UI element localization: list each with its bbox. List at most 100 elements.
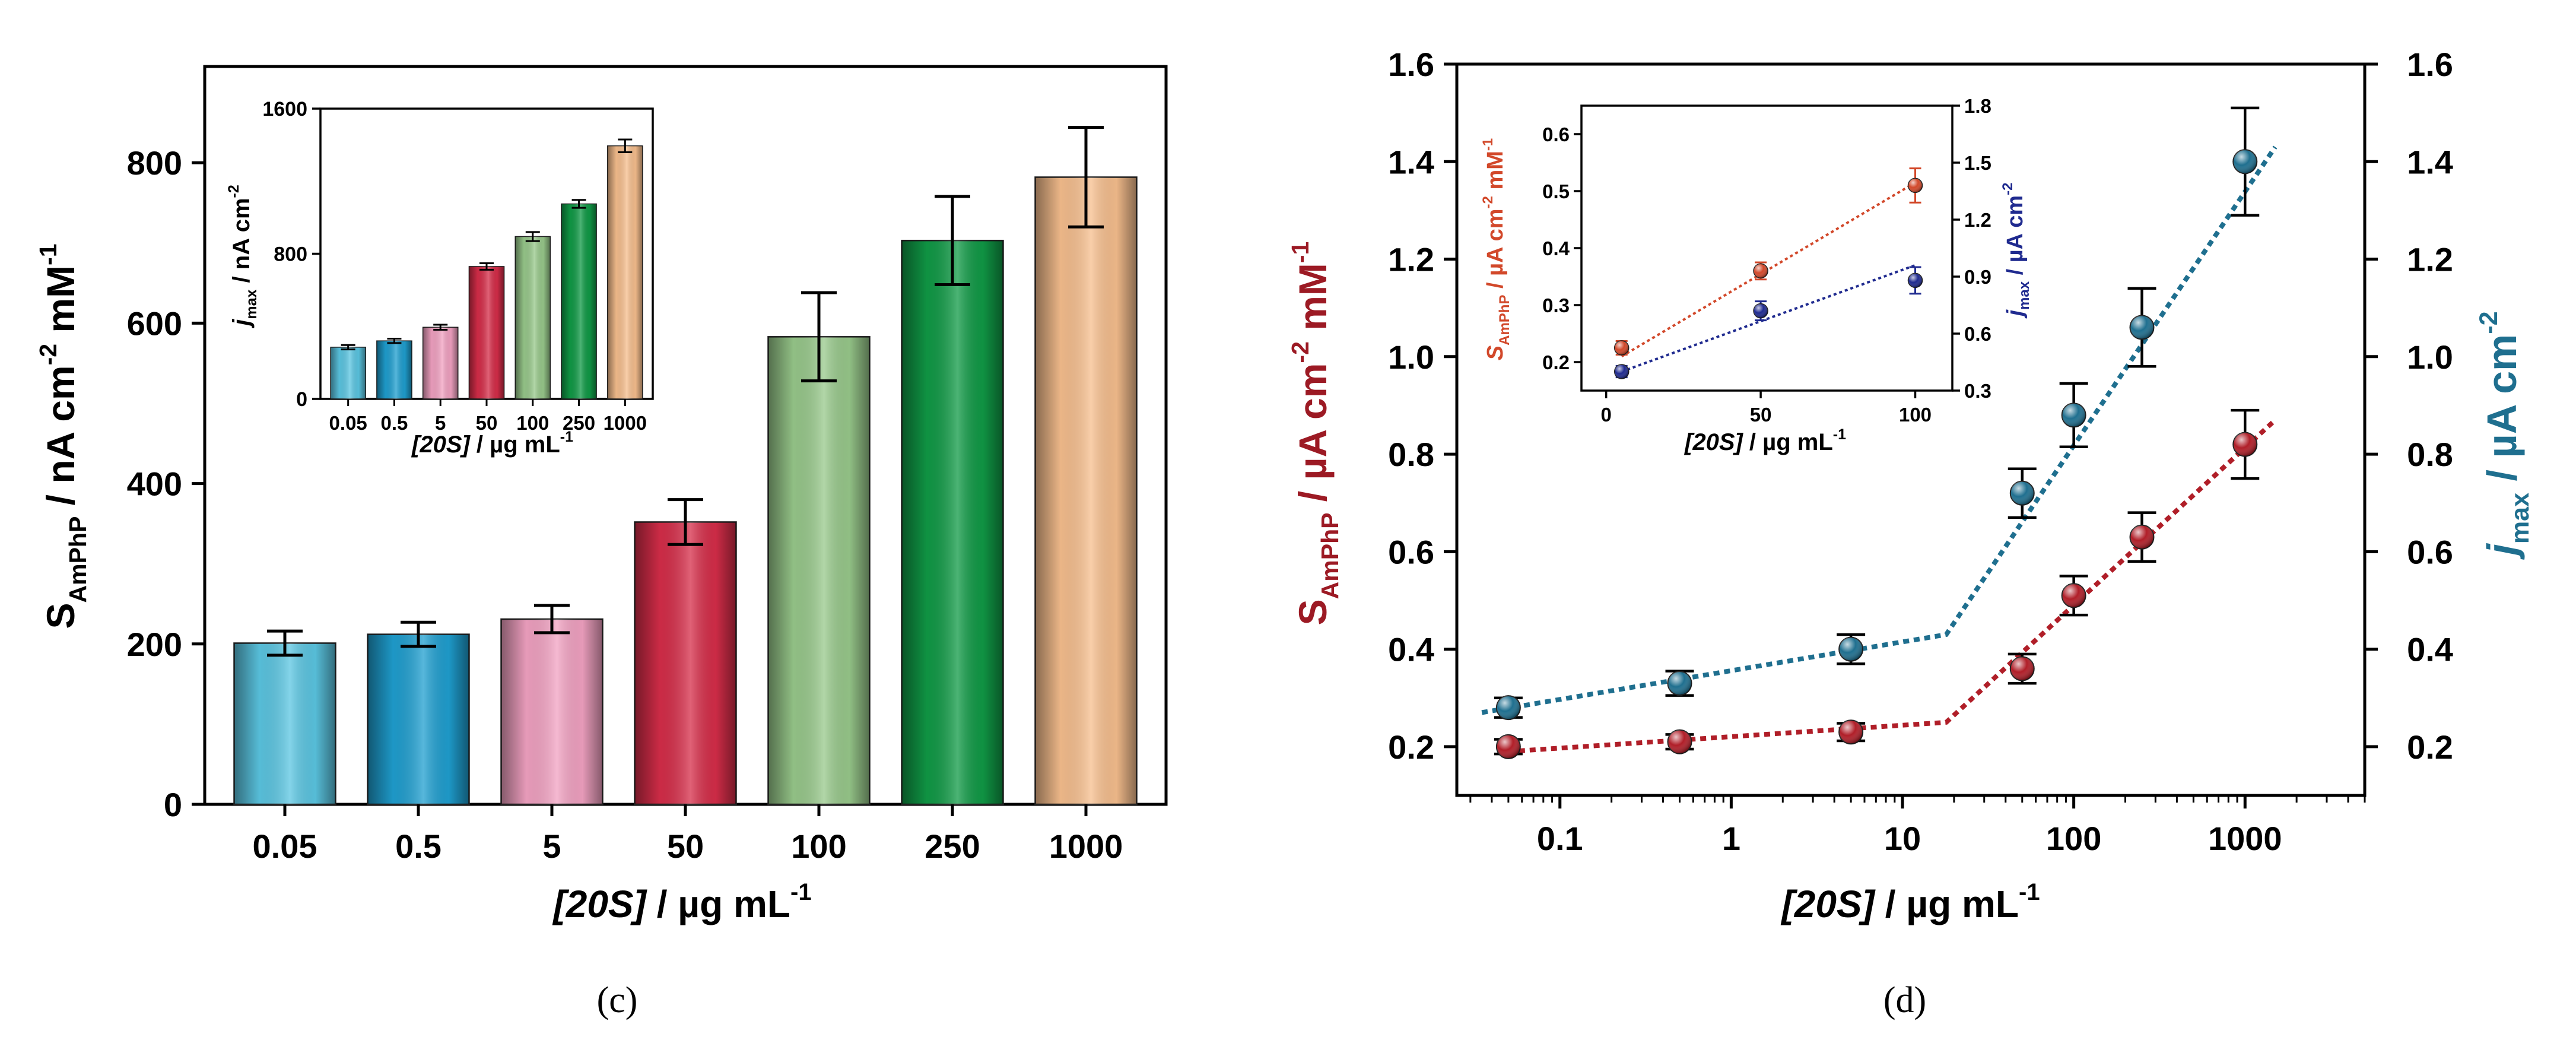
c-main-ytick-label: 600 (127, 305, 182, 342)
label-part: -1 (1480, 138, 1496, 151)
d-main-point-shade (2010, 657, 2034, 681)
d-inset-point-shade (1614, 364, 1629, 379)
c-inset-xtick-label: 1000 (603, 412, 647, 434)
c-main-xtick-label: 1000 (1049, 827, 1123, 865)
c-inset-bar-shade (423, 327, 458, 399)
d-main-plot-area: 0.2 0.2 0.4 0.4 0.6 0.6 0.8 0.8 1.0 1.0 1.2 1.2 1.4 1… (1287, 46, 2534, 925)
label-part: / µA cm (2003, 195, 2028, 281)
label-part: j (228, 319, 255, 329)
c-inset-xtick-label: 5 (435, 412, 446, 434)
c-inset-ytick-label: 0 (296, 388, 307, 411)
c-inset-plot-area: 0 800 1600 0.05 0.5 5 50 100 250 1000 [20S] / µg m… (225, 98, 654, 458)
label-part: -2 (225, 185, 242, 198)
d-inset-plot-area: 0.2 0.3 0.4 0.5 0.6 0.3 0.6 0.9 1.2 1.5 1.8 0 50 100 [… (1480, 95, 2032, 455)
d-main-y2tick-label: 1.0 (2407, 338, 2453, 376)
c-main-xtick-label: 0.05 (253, 827, 317, 865)
c-inset-xlabel: [20S] / µg mL-1 (411, 429, 573, 458)
c-main-bar-shade (501, 619, 603, 804)
c-inset-xtick-label: 50 (476, 412, 498, 434)
d-main-y2tick-label: 0.8 (2407, 436, 2453, 473)
d-inset-y2tick-label: 1.8 (1964, 95, 1991, 117)
c-inset-xtick-label: 0.05 (329, 412, 367, 434)
label-part: AmPhP (64, 516, 91, 603)
d-inset-ytick-label: 0.4 (1542, 237, 1570, 259)
label-part: / µA cm (2479, 334, 2525, 493)
d-main-point-shade (2233, 150, 2257, 174)
label-part: -1 (560, 429, 573, 445)
c-main-xtick-label: 0.5 (395, 827, 441, 865)
d-inset-ylabel: SAmPhP / µA cm-2 mM-1 (1480, 138, 1513, 361)
d-main-point-shade (2010, 481, 2034, 505)
label-part: mM (39, 265, 82, 344)
d-inset-y2tick-label: 0.9 (1964, 266, 1991, 288)
d-inset-xtick-label: 50 (1750, 404, 1772, 426)
d-main-ytick-label: 1.4 (1388, 143, 1434, 180)
d-inset-fit-line-j_max (1621, 264, 1916, 373)
c-main-bar-shade (768, 337, 870, 804)
label-part: j (2479, 543, 2525, 560)
d-inset-point-shade (1908, 273, 1923, 288)
d-main-fit-line-S_AmPhP (1508, 418, 2277, 754)
c-main-bar-shade (634, 522, 736, 804)
d-main-point-shade (1667, 671, 1692, 696)
label-part: [20S] (1780, 883, 1876, 925)
c-inset-bar-shade (607, 145, 643, 399)
d-main-ytick-label: 0.8 (1388, 436, 1434, 473)
label-part: -1 (1287, 242, 1314, 263)
d-main-ytick-label: 1.2 (1388, 241, 1434, 278)
c-inset-xtick-label: 250 (563, 412, 595, 434)
d-main-xtick-label: 1 (1722, 820, 1740, 857)
d-inset-xtick-label: 0 (1600, 404, 1611, 426)
label-part: j (2003, 309, 2028, 319)
c-main-ytick-label: 400 (127, 465, 182, 503)
c-main-bar-shade (1035, 177, 1137, 805)
d-main-y2tick-label: 1.6 (2407, 46, 2453, 83)
c-inset-bar-shade (469, 266, 504, 399)
label-part: mM (1291, 263, 1335, 341)
d-main-fit-line-j_max (1481, 145, 2278, 715)
label-part: / µg mL (470, 432, 560, 458)
label-part: / µg mL (1875, 883, 2019, 925)
d-main-point-shade (1496, 696, 1520, 720)
d-main-y2label: jmax / µA cm-2 (2475, 311, 2534, 560)
d-main-point-shade (1839, 720, 1863, 744)
d-inset-ytick-label: 0.6 (1542, 123, 1570, 145)
d-main-ytick-label: 0.4 (1388, 631, 1434, 668)
d-inset-ytick-label: 0.3 (1542, 294, 1570, 316)
label-part: -1 (1833, 426, 1846, 443)
d-main-point-shade (2130, 315, 2154, 340)
panel-d-chart: 0.2 0.2 0.4 0.4 0.6 0.6 0.8 0.8 1.0 1.0 1.2 1.2 1.4 1… (1287, 46, 2534, 925)
c-main-ytick-label: 0 (164, 786, 182, 823)
d-inset-point-shade (1754, 264, 1768, 278)
d-main-point-shade (2062, 403, 2086, 427)
d-main-point-shade (1667, 730, 1692, 754)
d-main-ylabel: SAmPhP / µA cm-2 mM-1 (1287, 242, 1343, 626)
label-part: / µA cm (1483, 208, 1508, 294)
d-inset-xtick-label: 100 (1899, 404, 1932, 426)
c-inset-bar-shade (331, 347, 366, 399)
d-main-xtick-label: 0.1 (1537, 820, 1583, 857)
label-part: -1 (790, 879, 812, 905)
d-main-y2tick-label: 1.4 (2407, 143, 2453, 180)
label-part: / nA cm (228, 198, 255, 289)
c-main-bar-shade (234, 643, 336, 804)
c-main-ytick-label: 800 (127, 144, 182, 182)
label-part: [20S] (1684, 429, 1743, 455)
d-main-xlabel: [20S] / µg mL-1 (1780, 879, 2040, 925)
d-inset-point-shade (1614, 341, 1629, 355)
label-part: -2 (34, 344, 62, 365)
d-main-xtick-label: 1000 (2208, 820, 2282, 857)
label-part: -2 (1287, 341, 1314, 363)
label-part: AmPhP (1497, 295, 1513, 345)
c-inset-xtick-label: 100 (516, 412, 549, 434)
label-part: S (39, 603, 82, 629)
label-part: -2 (2475, 311, 2503, 334)
d-inset-point-shade (1908, 178, 1923, 193)
d-main-point-shade (2062, 584, 2086, 608)
d-inset-y2tick-label: 1.5 (1964, 152, 1991, 174)
c-main-xlabel: [20S] / µg mL-1 (552, 879, 811, 925)
label-part: -1 (2019, 879, 2040, 905)
label-part: -2 (1480, 196, 1496, 208)
d-inset-ytick-label: 0.2 (1542, 351, 1570, 373)
